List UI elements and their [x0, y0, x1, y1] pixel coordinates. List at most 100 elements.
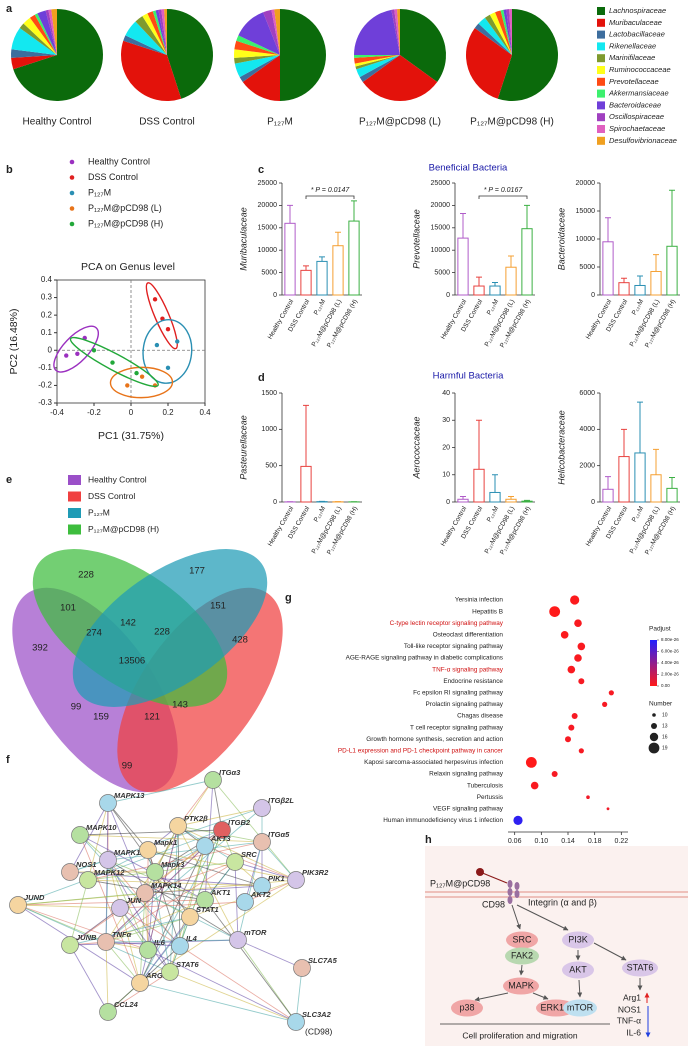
network-edge: [107, 859, 171, 973]
error-bar: [669, 189, 675, 247]
pie-slice: [489, 12, 512, 55]
pathway-node-label: ERK1/2: [540, 1002, 571, 1012]
network-edge: [17, 904, 121, 909]
node-label: MAPK12: [94, 868, 125, 877]
network-node: [171, 937, 189, 955]
point: [154, 342, 160, 348]
pie-slice: [280, 9, 326, 101]
network-edge: [17, 904, 171, 973]
legend-swatch: [597, 125, 605, 133]
legend-label: Lactobacillaceae: [609, 30, 665, 39]
y-tick-label: 0: [591, 499, 595, 506]
pie-slice: [29, 14, 57, 56]
bubble: [608, 690, 614, 696]
y-tick-label: 500: [265, 463, 277, 470]
row-label: PD-L1 expression and PD-1 checkpoint pat…: [338, 747, 504, 754]
network-edge: [69, 944, 109, 1013]
node-label: PIK3R2: [302, 868, 329, 877]
bar: [457, 498, 469, 503]
colorbar: [650, 640, 657, 686]
network-edge: [105, 939, 239, 943]
error-bar: [476, 276, 482, 287]
ligand-label: P₁₂₇M@pCD98: [430, 878, 490, 888]
network-node: [253, 799, 271, 817]
network-node: [99, 1003, 117, 1021]
receptor: [514, 882, 520, 890]
error-bar: [621, 277, 627, 283]
bar: [284, 222, 296, 296]
network-node: [99, 794, 117, 812]
row-label: C-type lectin receptor signaling pathway: [390, 620, 504, 627]
venn-count: 101: [60, 603, 76, 614]
y-tick-label: 0: [48, 345, 53, 354]
pie-slice: [397, 9, 400, 55]
legend-label: Lachnospiraceae: [609, 6, 666, 15]
y-tick-label: 25000: [431, 180, 451, 187]
pie-slice: [147, 11, 167, 55]
row-label: Yersinia infection: [455, 597, 504, 604]
group-ellipse: [109, 366, 174, 399]
node-label: AKT3: [210, 834, 231, 843]
bar: [505, 266, 517, 296]
network-edge: [107, 971, 171, 1013]
point: [165, 327, 171, 332]
node-label: PTK2β: [184, 814, 208, 823]
size-legend-label: 10: [662, 712, 668, 718]
legend-marker: [69, 190, 75, 196]
pie-slice: [34, 13, 57, 55]
legend-marker: [69, 206, 75, 211]
x-tick-label: 0.10: [535, 838, 549, 845]
error-bar: [492, 474, 498, 493]
network-edge: [107, 779, 214, 804]
x-tick-label: Healthy Control: [267, 505, 296, 548]
pie-slice: [503, 9, 512, 55]
y-axis-label: Aerococcaceae: [411, 416, 421, 479]
x-tick-label: P₁₂₇M@pCD98 (H): [644, 298, 677, 349]
pie-slice: [11, 55, 57, 70]
pie-slice: [484, 14, 512, 56]
network-node: [287, 1013, 305, 1031]
legend-swatch: [597, 30, 605, 39]
bubble: [578, 748, 584, 754]
point: [139, 374, 145, 379]
bubble: [549, 606, 561, 617]
legend-swatch: [597, 54, 605, 63]
arrow: [577, 979, 583, 998]
x-tick-label: Healthy Control: [440, 298, 469, 341]
network-node: [97, 933, 115, 951]
venn-count: 392: [32, 643, 48, 654]
pie-slice: [234, 55, 280, 64]
pie-slice: [13, 9, 103, 101]
size-legend-label: 16: [662, 734, 668, 740]
node-label: ITGβ2L: [268, 796, 294, 805]
pie-slice: [238, 12, 280, 55]
panel-label: e: [6, 474, 12, 486]
network-edge: [105, 941, 141, 984]
x-tick-label: 0.18: [588, 838, 602, 845]
x-axis-label: PC1 (31.75%): [98, 430, 164, 442]
y-tick-label: 4000: [579, 426, 595, 433]
error-bar: [669, 476, 675, 489]
pathway-node-label: mTOR: [567, 1002, 594, 1012]
arrow: [518, 964, 524, 976]
pie-slice: [359, 55, 400, 83]
output-label: NOS1: [618, 1004, 641, 1014]
x-tick-label: 0.06: [508, 838, 522, 845]
legend-label: Muribaculaceae: [609, 18, 662, 27]
y-axis-label: Pasteurellaceae: [238, 415, 248, 480]
error-bar: [508, 496, 514, 500]
legend-label: Healthy Control: [88, 156, 150, 166]
row-label: Toll-like receptor signaling pathway: [404, 643, 504, 650]
error-bar: [351, 200, 357, 222]
legend-label: P₁₂₇M@pCD98 (H): [88, 524, 159, 534]
x-tick-label: P₁₂₇M: [631, 298, 645, 316]
row-label: Kaposi sarcoma-associated herpesvirus in…: [364, 759, 503, 766]
y-tick-label: 10000: [431, 247, 451, 254]
error-bar: [653, 448, 659, 475]
pie-label: P₁₂₇M@pCD98 (L): [359, 117, 441, 128]
network-edge: [69, 916, 191, 946]
y-tick-label: 30: [442, 417, 450, 424]
y-tick-label: 15000: [431, 225, 451, 232]
network-edge: [295, 967, 303, 1023]
bar: [666, 487, 678, 503]
